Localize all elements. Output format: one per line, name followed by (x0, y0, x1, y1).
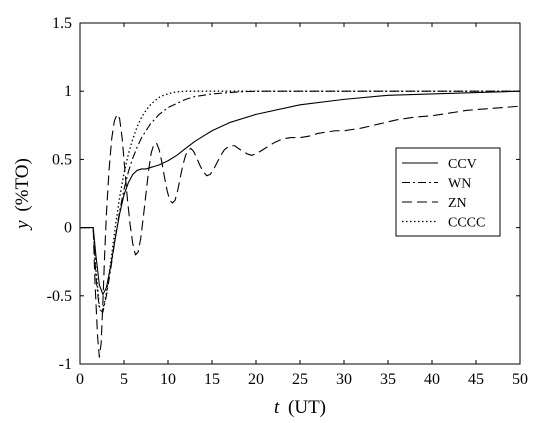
legend: CCV WN ZN CCCC (395, 147, 501, 237)
y-axis-unit: (%TO) (12, 158, 33, 211)
x-tick-label: 10 (160, 371, 176, 388)
x-tick-label: 40 (424, 371, 440, 388)
y-axis-var: y (12, 220, 33, 231)
legend-label-wn: WN (448, 177, 471, 192)
x-tick-label: 50 (512, 371, 528, 388)
y-tick-label: 0 (64, 220, 72, 237)
y-axis-label: y (%TO) (12, 158, 33, 231)
x-tick-label: 15 (204, 371, 220, 388)
x-tick-label: 20 (248, 371, 264, 388)
legend-label-ccv: CCV (448, 157, 477, 172)
x-axis-var: t (274, 397, 280, 418)
x-tick-label: 5 (120, 371, 128, 388)
x-tick-label: 0 (76, 371, 84, 388)
legend-items: CCV WN ZN CCCC (402, 157, 485, 231)
legend-label-zn: ZN (448, 196, 467, 211)
y-tick-label: 1.5 (52, 15, 72, 32)
axis-ticks: 0 5 10 15 20 25 30 35 40 45 50 -1 -0.5 0 0.5 1 1.5 (47, 15, 528, 388)
series-lines (80, 90, 521, 358)
x-axis-label: t (UT) (274, 397, 326, 418)
x-tick-label: 30 (336, 371, 352, 388)
series-line-ccv (80, 90, 521, 295)
x-tick-label: 45 (468, 371, 484, 388)
x-tick-label: 35 (380, 371, 396, 388)
legend-label-cccc: CCCC (448, 216, 485, 231)
y-tick-label: 0.5 (52, 151, 72, 168)
series-line-cccc (80, 90, 520, 311)
x-tick-label: 25 (292, 371, 308, 388)
y-tick-label: 1 (64, 83, 72, 100)
x-axis-unit: (UT) (288, 397, 326, 418)
y-tick-label: -0.5 (47, 288, 72, 305)
y-tick-label: -1 (59, 356, 72, 373)
series-line-zn (80, 105, 521, 358)
